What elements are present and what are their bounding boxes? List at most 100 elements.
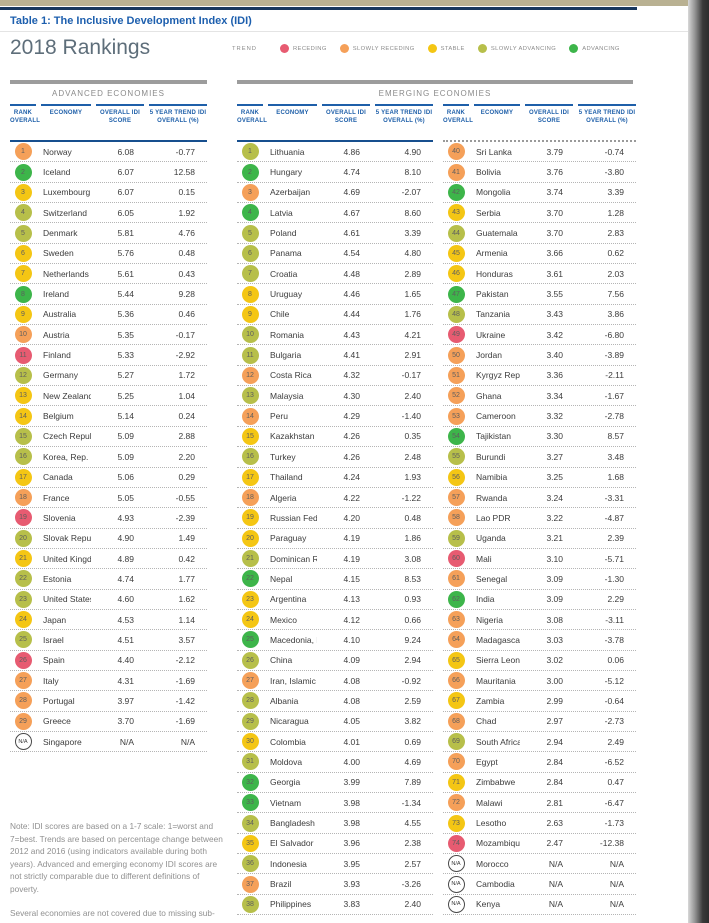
- legend-item-label: STABLE: [440, 45, 465, 52]
- economy-name: Latvia: [270, 207, 293, 218]
- trend-value: 1.92: [178, 207, 195, 218]
- trend-value: 1.04: [178, 390, 195, 401]
- idi-score: 3.21: [546, 533, 563, 544]
- idi-score: 4.51: [117, 634, 134, 645]
- economy-name: Croatia: [270, 268, 298, 279]
- economy-name: Turkey: [270, 451, 296, 462]
- rank-trend-badge: 8: [241, 285, 259, 303]
- section-advanced-economies: ADVANCED ECONOMIES: [10, 80, 207, 98]
- economy-name: Sweden: [43, 248, 74, 259]
- rank-trend-badge: 16: [241, 448, 259, 466]
- idi-score: 3.98: [343, 797, 360, 808]
- table-row: 36 Indonesia 3.95 2.57: [237, 854, 433, 875]
- table-row: 15 Czech Republic 5.09 2.88: [10, 427, 207, 448]
- column-header-rank: RANK OVERALL: [10, 104, 40, 140]
- idi-score: 3.98: [343, 818, 360, 829]
- rank-trend-badge: 58: [447, 509, 465, 527]
- economy-name: Cameroon: [476, 411, 516, 422]
- trend-value: 1.62: [178, 594, 195, 605]
- idi-score: 4.08: [343, 675, 360, 686]
- idi-score: 5.27: [117, 370, 134, 381]
- rank-trend-badge: 4: [241, 204, 259, 222]
- economy-name: Mexico: [270, 614, 297, 625]
- trend-value: 2.03: [607, 268, 624, 279]
- table-row: 11 Finland 5.33 -2.92: [10, 345, 207, 366]
- trend-value: 2.57: [404, 858, 421, 869]
- trend-value: 3.39: [607, 187, 624, 198]
- column-header-trend: 5 YEAR TREND IDI OVERALL (%): [149, 104, 207, 140]
- trend-value: 3.48: [607, 451, 624, 462]
- idi-score: 4.15: [343, 573, 360, 584]
- economy-name: Czech Republic: [43, 431, 91, 442]
- economy-name: Germany: [43, 370, 78, 381]
- legend-item-label: ADVANCING: [582, 45, 620, 52]
- economy-name: Switzerland: [43, 207, 87, 218]
- idi-score: 4.40: [117, 655, 134, 666]
- table-row: 54 Tajikistan 3.30 8.57: [443, 427, 636, 448]
- trend-value: -1.69: [175, 675, 195, 686]
- economy-name: Romania: [270, 329, 305, 340]
- economy-name: South Africa: [476, 736, 520, 747]
- idi-score: 3.34: [546, 390, 563, 401]
- idi-score: 3.09: [546, 573, 563, 584]
- economy-name: Colombia: [270, 736, 306, 747]
- idi-score: 3.61: [546, 268, 563, 279]
- table-row: 46 Honduras 3.61 2.03: [443, 264, 636, 285]
- economy-name: Burundi: [476, 451, 506, 462]
- table-row: 3 Azerbaijan 4.69 -2.07: [237, 183, 433, 204]
- economy-name: Madagascar: [476, 634, 520, 645]
- table-row: 1 Norway 6.08 -0.77: [10, 142, 207, 163]
- economy-name: Austria: [43, 329, 70, 340]
- economy-name: Albania: [270, 695, 299, 706]
- trend-value: -1.22: [401, 492, 421, 503]
- economy-name: Argentina: [270, 594, 307, 605]
- trend-value: -2.11: [605, 370, 624, 381]
- rank-trend-badge: 27: [241, 672, 259, 690]
- economy-name: Philippines: [270, 899, 312, 910]
- trend-value: -1.69: [175, 716, 195, 727]
- table-row: 47 Pakistan 3.55 7.56: [443, 284, 636, 305]
- trend-value: -12.38: [599, 838, 624, 849]
- economy-name: Greece: [43, 716, 71, 727]
- rank-trend-badge: 62: [447, 590, 465, 608]
- table-header: RANK OVERALL ECONOMY OVERALL IDI SCORE 5…: [443, 104, 636, 140]
- idi-score: 6.07: [117, 167, 134, 178]
- economy-name: Luxembourg: [43, 187, 91, 198]
- economy-name: Slovak Republic: [43, 533, 91, 544]
- header-separator: [443, 140, 636, 142]
- table-row: 66 Mauritania 3.00 -5.12: [443, 671, 636, 692]
- idi-score: 3.36: [546, 370, 563, 381]
- economy-name: Chile: [270, 309, 290, 320]
- idi-score: 4.19: [343, 533, 360, 544]
- table-row: 21 United Kingdom 4.89 0.42: [10, 549, 207, 570]
- trend-value: 0.42: [178, 553, 195, 564]
- economy-name: Kazakhstan: [270, 431, 315, 442]
- idi-score: 3.10: [546, 553, 563, 564]
- economy-name: Costa Rica: [270, 370, 312, 381]
- economy-name: Australia: [43, 309, 77, 320]
- rank-trend-badge: 41: [447, 163, 465, 181]
- economy-name: El Salvador: [270, 838, 314, 849]
- column-header-rank: RANK OVERALL: [443, 104, 473, 140]
- trend-value: 12.58: [173, 167, 195, 178]
- legend-item-label: SLOWLY ADVANCING: [490, 45, 557, 52]
- rank-trend-badge: 15: [241, 427, 259, 445]
- trend-value: -1.40: [401, 411, 421, 422]
- legend-item-label: RECEDING: [292, 45, 327, 52]
- economy-name: Morocco: [476, 858, 509, 869]
- table-row: 68 Chad 2.97 -2.73: [443, 712, 636, 732]
- table-row: 20 Slovak Republic 4.90 1.49: [10, 529, 207, 549]
- trend-value: 0.48: [178, 248, 195, 259]
- rank-trend-badge: 10: [241, 326, 259, 344]
- trend-value: 8.53: [404, 573, 421, 584]
- rank-trend-badge: 35: [241, 834, 259, 852]
- economy-name: Ireland: [43, 289, 69, 300]
- table-row: 2 Hungary 4.74 8.10: [237, 162, 433, 183]
- economy-name: Brazil: [270, 879, 292, 890]
- idi-score: 3.22: [546, 512, 563, 523]
- rank-trend-badge: 68: [447, 712, 465, 730]
- rank-trend-badge: 26: [14, 651, 32, 669]
- economy-name: Tajikistan: [476, 431, 511, 442]
- rank-trend-badge: 18: [14, 489, 32, 507]
- rank-trend-badge: 48: [447, 305, 465, 323]
